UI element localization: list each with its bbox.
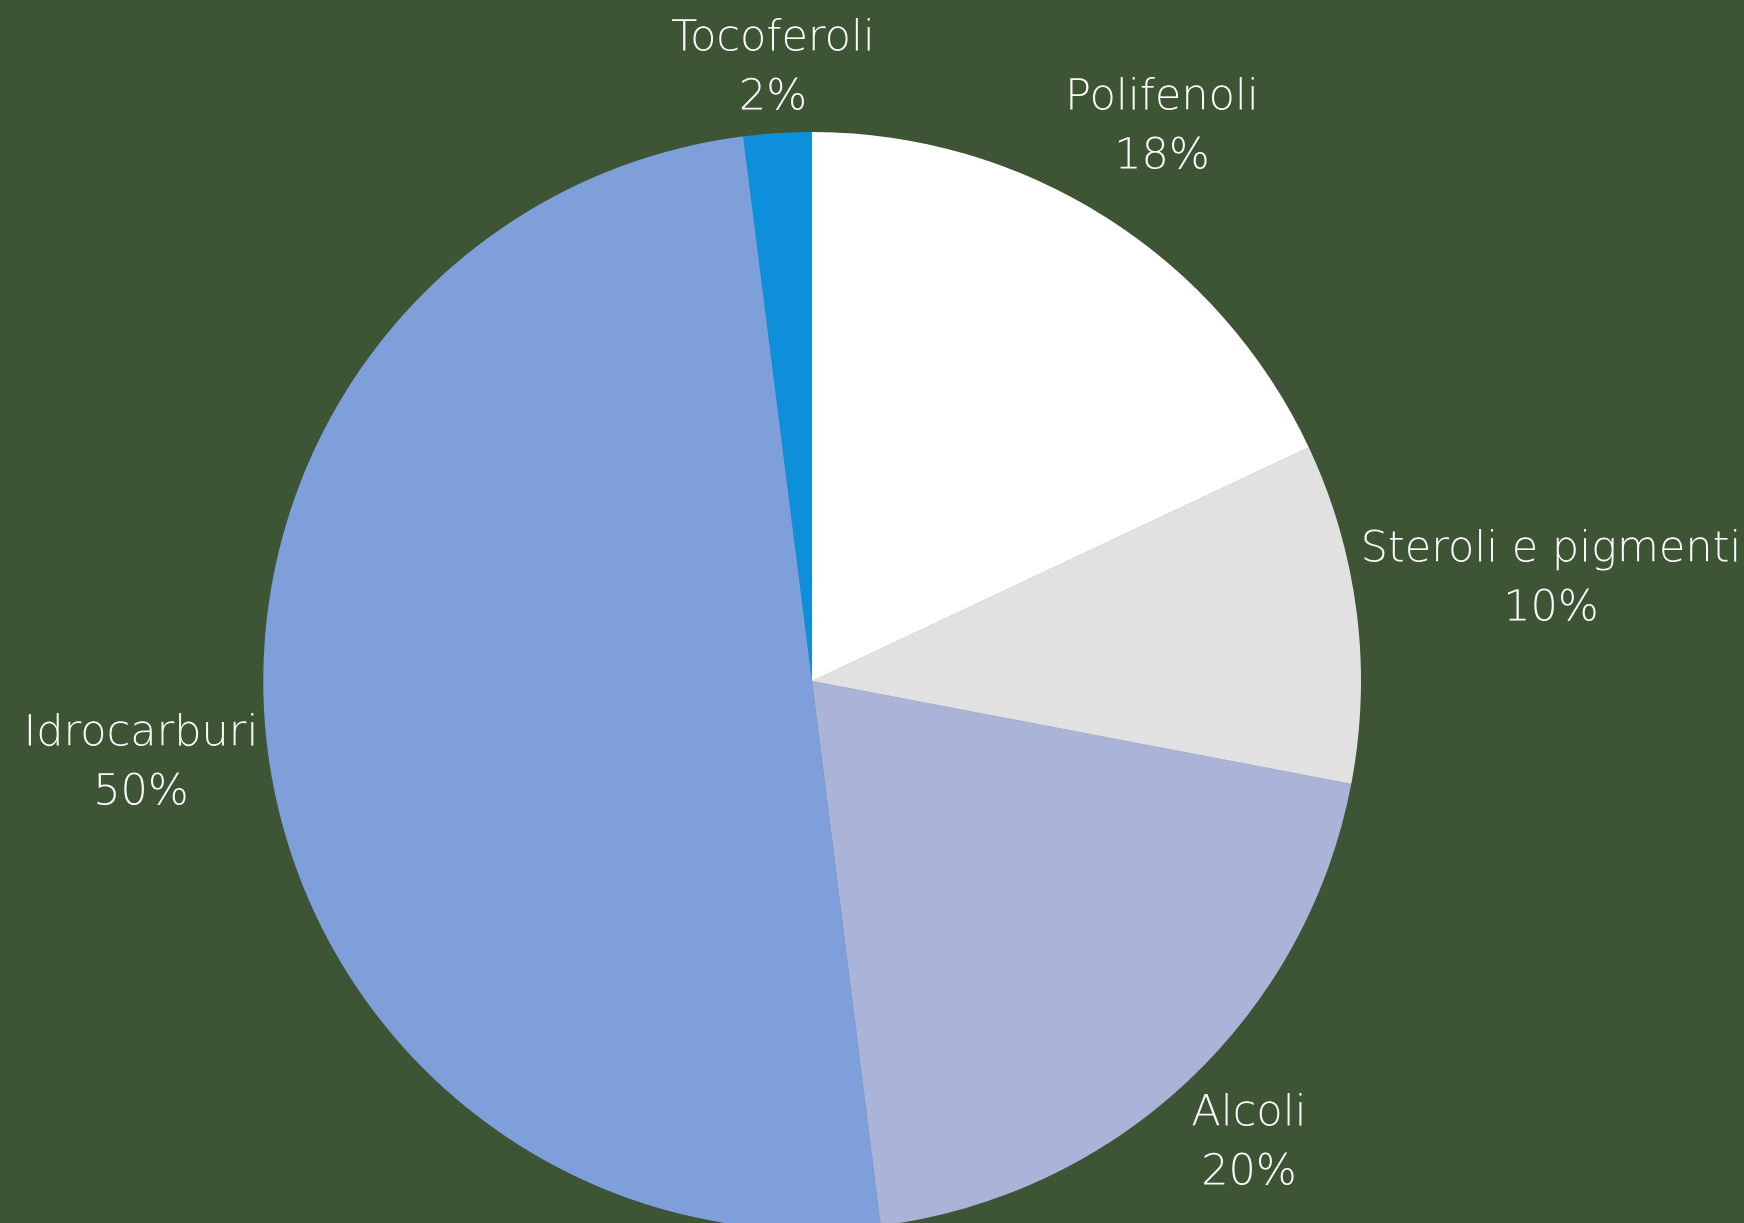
slice-label: Alcoli [1191,1087,1306,1137]
slice-value-label: 20% [1201,1146,1297,1196]
slice-label: Idrocarburi [24,707,259,757]
pie-slice [812,447,1361,784]
slice-label: Tocoferoli [671,12,875,62]
slice-value-label: 10% [1503,582,1599,632]
pie-slice [743,132,812,681]
slice-value-label: 50% [93,766,189,816]
slice-label: Steroli e pigmenti [1361,523,1742,573]
pie-slice [812,132,1309,681]
slice-value-label: 18% [1114,130,1210,180]
slice-label: Polifenoli [1065,71,1259,121]
slice-value-label: 2% [739,71,807,121]
pie-slice [263,136,881,1223]
pie-slice [812,681,1352,1223]
